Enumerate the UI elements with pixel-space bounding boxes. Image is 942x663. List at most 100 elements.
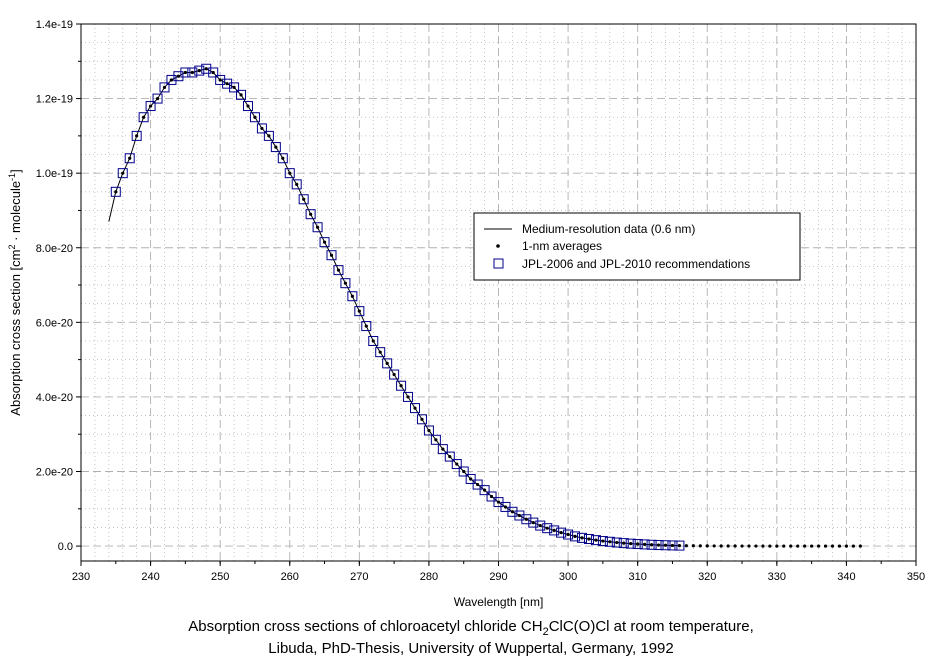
one-nm-dot-marker bbox=[336, 268, 341, 272]
one-nm-dot-marker bbox=[636, 542, 640, 546]
jpl-square-marker bbox=[222, 78, 233, 89]
one-nm-dot-marker bbox=[420, 417, 424, 421]
one-nm-dot-marker bbox=[782, 544, 786, 548]
absorption-chart: 230 240 250 260 270 280 290 300 310 320 330 340 350 … bbox=[7, 19, 925, 609]
one-nm-dot-marker bbox=[162, 85, 167, 89]
one-nm-dot-marker bbox=[524, 517, 528, 521]
jpl-square-marker bbox=[215, 74, 226, 85]
one-nm-dot-marker bbox=[851, 544, 855, 548]
one-nm-dot-marker bbox=[246, 104, 250, 108]
jpl-square-marker bbox=[389, 369, 400, 380]
jpl-square-marker bbox=[451, 459, 462, 470]
one-nm-dot-marker bbox=[594, 538, 598, 542]
one-nm-dot-marker bbox=[315, 225, 320, 229]
one-nm-dot-marker bbox=[489, 494, 494, 499]
jpl-square-marker bbox=[354, 306, 365, 317]
one-nm-dot-marker bbox=[232, 85, 236, 89]
jpl-square-marker bbox=[514, 510, 525, 521]
jpl-square-marker bbox=[368, 335, 379, 346]
jpl-square-marker bbox=[319, 237, 330, 248]
jpl-square-marker bbox=[312, 222, 323, 233]
one-nm-dot-marker bbox=[169, 78, 174, 82]
one-nm-dot-marker bbox=[656, 543, 661, 547]
jpl-square-marker bbox=[305, 209, 316, 220]
legend-label-jpl: JPL-2006 and JPL-2010 recommendations bbox=[522, 257, 750, 271]
x-tick-label: 240 bbox=[141, 571, 159, 583]
one-nm-dot-marker bbox=[837, 544, 842, 548]
x-axis-label: Wavelength [nm] bbox=[454, 595, 544, 609]
jpl-square-marker bbox=[326, 250, 337, 261]
one-nm-dot-marker bbox=[566, 532, 570, 537]
one-nm-dot-marker bbox=[816, 544, 821, 548]
y-tick-label: 2.0e-20 bbox=[36, 467, 73, 479]
one-nm-dot-marker bbox=[747, 544, 751, 548]
one-nm-dot-marker bbox=[775, 544, 779, 548]
x-tick-label: 290 bbox=[489, 571, 507, 583]
one-nm-dot-marker bbox=[663, 543, 668, 547]
jpl-square-marker bbox=[632, 539, 643, 550]
y-tick-label: 6.0e-20 bbox=[36, 317, 73, 329]
jpl-square-marker bbox=[444, 451, 455, 462]
jpl-square-marker bbox=[479, 485, 490, 496]
jpl-square-marker bbox=[243, 101, 253, 112]
jpl-square-marker bbox=[535, 520, 546, 531]
jpl-square-marker bbox=[611, 537, 622, 548]
one-nm-dot-marker bbox=[204, 67, 208, 71]
jpl-square-marker bbox=[347, 291, 358, 302]
one-nm-dot-marker bbox=[517, 513, 521, 518]
one-nm-dot-marker bbox=[462, 469, 466, 474]
one-nm-dot-marker bbox=[705, 544, 709, 548]
jpl-square-marker bbox=[229, 82, 240, 93]
one-nm-dot-marker bbox=[643, 542, 647, 547]
one-nm-dot-marker bbox=[496, 500, 501, 504]
x-tick-label: 320 bbox=[698, 571, 716, 583]
one-nm-dot-marker bbox=[552, 528, 556, 533]
one-nm-dot-marker bbox=[803, 544, 807, 548]
jpl-square-marker bbox=[653, 540, 664, 551]
jpl-square-marker bbox=[486, 491, 497, 502]
one-nm-dot-marker bbox=[858, 544, 862, 548]
x-tick-label: 340 bbox=[837, 571, 855, 583]
legend-square-swatch bbox=[493, 258, 504, 269]
one-nm-dot-marker bbox=[691, 544, 695, 548]
jpl-square-marker bbox=[180, 67, 191, 78]
one-nm-dot-marker bbox=[601, 539, 605, 543]
jpl-square-marker bbox=[646, 539, 657, 550]
one-nm-dot-marker bbox=[531, 520, 535, 525]
jpl-square-marker bbox=[110, 186, 121, 197]
jpl-square-marker bbox=[583, 533, 594, 544]
one-nm-dot-marker bbox=[135, 134, 139, 138]
y-tick-label: 8.0e-20 bbox=[36, 243, 73, 255]
one-nm-dot-marker bbox=[482, 488, 487, 492]
jpl-square-marker bbox=[194, 65, 205, 76]
jpl-squares-series bbox=[110, 63, 685, 551]
one-nm-dot-marker bbox=[322, 240, 327, 244]
jpl-square-marker bbox=[437, 444, 448, 455]
one-nm-dot-marker bbox=[823, 544, 828, 548]
jpl-square-marker bbox=[465, 473, 476, 484]
one-nm-dot-marker bbox=[142, 115, 146, 119]
jpl-square-marker bbox=[159, 82, 170, 93]
one-nm-dot-marker bbox=[608, 540, 612, 544]
one-nm-dot-marker bbox=[698, 544, 702, 548]
jpl-square-marker bbox=[152, 93, 163, 104]
legend-dot-swatch bbox=[496, 244, 500, 248]
legend: Medium-resolution data (0.6 nm) 1-nm ave… bbox=[473, 212, 801, 281]
jpl-square-marker bbox=[528, 517, 539, 528]
legend-box bbox=[473, 212, 801, 281]
jpl-square-marker bbox=[430, 434, 441, 445]
y-axis-label: Absorption cross section [cm2 · molecule… bbox=[7, 169, 23, 415]
one-nm-dot-marker bbox=[267, 134, 271, 138]
one-nm-dot-marker bbox=[378, 350, 382, 354]
one-nm-dot-marker bbox=[573, 534, 577, 538]
jpl-square-marker bbox=[117, 168, 128, 179]
jpl-square-marker bbox=[660, 540, 671, 551]
jpl-square-marker bbox=[124, 153, 135, 164]
jpl-square-marker bbox=[382, 358, 393, 369]
one-nm-dot-marker bbox=[155, 96, 160, 101]
y-tick-label: 0.0 bbox=[58, 541, 73, 553]
one-nm-dot-marker bbox=[629, 542, 633, 546]
one-nm-dot-marker bbox=[441, 447, 445, 451]
one-nm-dot-marker bbox=[253, 115, 257, 119]
one-nm-dot-marker bbox=[810, 544, 814, 548]
